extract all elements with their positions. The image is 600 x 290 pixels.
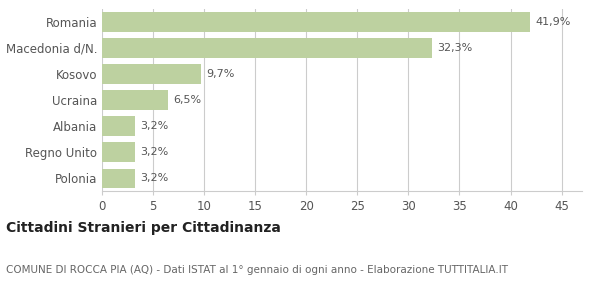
Text: 3,2%: 3,2% xyxy=(140,173,168,183)
Text: 3,2%: 3,2% xyxy=(140,121,168,131)
Text: COMUNE DI ROCCA PIA (AQ) - Dati ISTAT al 1° gennaio di ogni anno - Elaborazione : COMUNE DI ROCCA PIA (AQ) - Dati ISTAT al… xyxy=(6,264,508,275)
Text: 41,9%: 41,9% xyxy=(535,17,571,27)
Text: 6,5%: 6,5% xyxy=(173,95,202,105)
Bar xyxy=(102,142,134,162)
Bar xyxy=(102,168,134,188)
Bar xyxy=(102,64,201,84)
Bar xyxy=(102,90,169,110)
Text: 3,2%: 3,2% xyxy=(140,147,168,157)
Text: Cittadini Stranieri per Cittadinanza: Cittadini Stranieri per Cittadinanza xyxy=(6,221,281,235)
Text: 32,3%: 32,3% xyxy=(437,43,472,53)
Bar xyxy=(102,12,530,32)
Bar xyxy=(102,116,134,136)
Text: 9,7%: 9,7% xyxy=(206,69,235,79)
Bar xyxy=(102,38,432,58)
